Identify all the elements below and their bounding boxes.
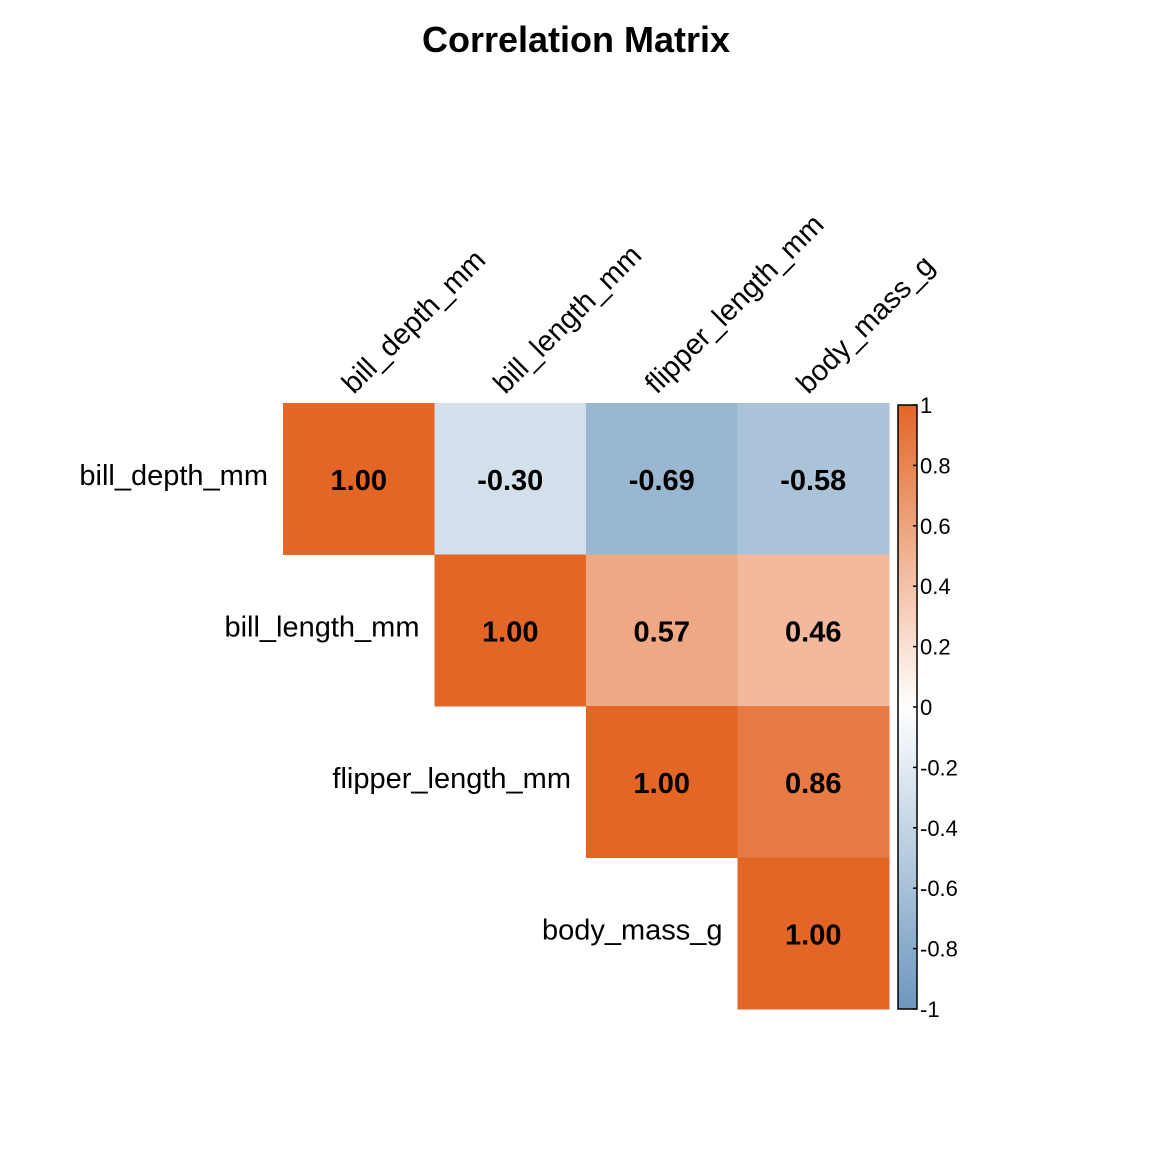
colorbar-tick-label: -1: [920, 997, 940, 1022]
heatmap-cell: [586, 554, 738, 707]
colorbar-tick-label: 0.6: [920, 514, 951, 539]
cell-value-label: 0.46: [785, 616, 841, 648]
heatmap-cell: [586, 706, 738, 858]
cell-value-label: 1.00: [785, 919, 841, 951]
row-label: body_mass_g: [542, 914, 723, 946]
heatmap-cell: [434, 554, 587, 707]
heatmap-cell: [434, 403, 587, 555]
cell-value-label: 1.00: [482, 616, 538, 648]
chart-title: Correlation Matrix: [422, 19, 730, 60]
colorbar-tick-label: 0.2: [920, 635, 951, 660]
colorbar-tick-label: -0.4: [920, 816, 958, 841]
colorbar: 1 0.8 0.6 0.4 0.2 0 -0.2 -0.4 -0.6 -0.8 -1: [897, 393, 958, 1022]
cell-value-label: 0.86: [785, 768, 841, 800]
row-label: flipper_length_mm: [332, 763, 571, 795]
colorbar-tick-label: -0.8: [920, 937, 958, 962]
row-label: bill_length_mm: [224, 611, 419, 643]
row-label: bill_depth_mm: [79, 460, 268, 492]
cell-value-label: 1.00: [331, 465, 387, 497]
column-label: bill_length_mm: [488, 239, 649, 400]
colorbar-tick-label: 0.4: [920, 574, 951, 599]
colorbar-tick-label: -0.6: [920, 876, 958, 901]
cell-value-label: 1.00: [634, 768, 690, 800]
heatmap-cell: [737, 706, 890, 858]
heatmap-cells: 1.00 -0.30 -0.69 -0.58 1.00 0.57 0.46 1.00 0.86 1…: [283, 403, 890, 1010]
colorbar-tick-label: 0: [920, 695, 932, 720]
colorbar-tick-label: 0.8: [920, 453, 951, 478]
heatmap-cell: [283, 403, 435, 555]
column-label: body_mass_g: [791, 250, 941, 400]
row-labels: bill_depth_mm bill_length_mm flipper_lengt…: [79, 460, 722, 947]
heatmap-cell: [737, 554, 890, 707]
colorbar-tick-label: 1: [920, 393, 932, 418]
colorbar-tick-label: -0.2: [920, 755, 958, 780]
cell-value-label: -0.30: [477, 465, 543, 497]
heatmap-cell: [737, 403, 890, 555]
cell-value-label: -0.69: [629, 465, 695, 497]
column-label: bill_depth_mm: [336, 244, 492, 400]
heatmap-cell: [737, 857, 890, 1010]
cell-value-label: -0.58: [780, 465, 846, 497]
heatmap-cell: [586, 403, 738, 555]
column-labels: bill_depth_mmbill_length_mmflipper_lengt…: [336, 209, 941, 400]
cell-value-label: 0.57: [634, 616, 690, 648]
